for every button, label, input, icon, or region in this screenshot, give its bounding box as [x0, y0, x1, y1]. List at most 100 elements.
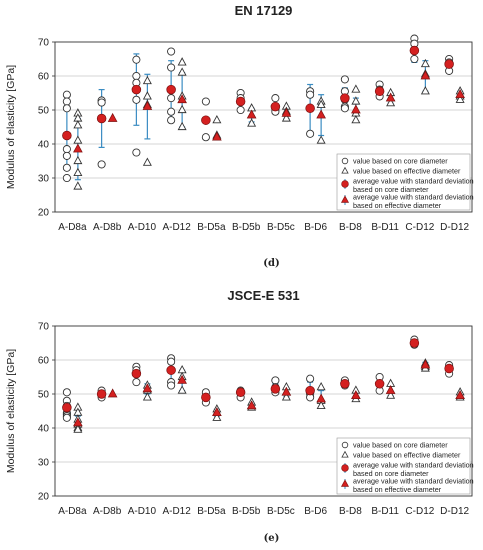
- point-effective: [73, 424, 83, 433]
- mean-effective: [73, 417, 83, 427]
- point-core: [167, 63, 176, 72]
- point-effective: [455, 94, 465, 103]
- plot-frame: [54, 41, 473, 213]
- mean-core: [166, 84, 176, 95]
- mean-core: [340, 93, 350, 103]
- panel-label: (e): [264, 533, 280, 544]
- point-core: [167, 357, 176, 366]
- point-core: [97, 160, 106, 169]
- point-core: [167, 47, 176, 56]
- point-effective: [73, 167, 83, 176]
- y-tick-label: 40: [38, 424, 50, 435]
- legend-line: average value with standard deviation: [353, 461, 474, 470]
- point-effective: [386, 390, 396, 399]
- legend-line: average value with standard deviation: [353, 477, 474, 486]
- point-core: [167, 116, 176, 125]
- mean-core: [270, 384, 281, 394]
- y-tick-label: 50: [38, 106, 50, 117]
- x-tick-label: A-D8b: [93, 506, 122, 517]
- mean-effective: [107, 388, 118, 398]
- mean-effective: [351, 104, 361, 114]
- point-effective: [386, 97, 396, 107]
- legend-entry: value based on core diameter: [353, 441, 448, 450]
- point-core: [306, 129, 315, 138]
- point-effective: [316, 99, 326, 108]
- mean-effective: [420, 70, 431, 80]
- point-effective: [316, 135, 326, 144]
- point-effective: [142, 392, 152, 401]
- point-effective: [177, 121, 187, 131]
- y-tick-label: 50: [38, 390, 50, 401]
- x-tick-label: B-D11: [371, 506, 399, 517]
- point-core: [271, 376, 280, 385]
- x-tick-label: A-D8a: [58, 222, 87, 233]
- y-tick-label: 20: [38, 492, 50, 503]
- mean-core: [305, 385, 315, 396]
- x-tick-label: B-D5c: [267, 506, 295, 517]
- legend-entry-wrapped: average value with standard deviation bas…: [353, 461, 474, 479]
- x-tick-label: C-D12: [405, 222, 434, 233]
- legend-line: based on core diameter: [353, 185, 429, 194]
- point-core: [167, 381, 176, 390]
- point-effective: [247, 118, 257, 127]
- point-effective: [212, 114, 222, 124]
- y-tick-label: 40: [38, 140, 50, 151]
- x-tick-label: B-D8: [339, 222, 362, 233]
- point-core: [97, 98, 106, 107]
- legend-marker-effective-mean: [340, 195, 350, 203]
- point-effective: [177, 57, 187, 66]
- mean-effective: [385, 385, 396, 394]
- mean-core: [131, 368, 142, 379]
- mean-core: [374, 86, 385, 97]
- mean-core: [444, 363, 454, 374]
- mean-core: [340, 379, 350, 389]
- point-core: [167, 107, 176, 116]
- mean-core: [201, 392, 211, 403]
- y-axis-label: Modulus of elasticity [GPa]: [5, 349, 17, 473]
- legend-entry: value based on core diameter: [353, 157, 448, 166]
- x-tick-label: A-D8b: [93, 222, 122, 233]
- point-effective: [351, 96, 361, 105]
- point-effective: [281, 113, 291, 122]
- point-core: [62, 97, 71, 106]
- mean-effective: [455, 390, 465, 400]
- point-core: [62, 173, 71, 183]
- point-effective: [142, 157, 152, 166]
- mean-core: [374, 379, 385, 389]
- mean-core: [270, 101, 281, 112]
- x-tick-label: B-D6: [304, 506, 327, 517]
- point-core: [62, 145, 71, 154]
- y-tick-label: 20: [38, 208, 50, 219]
- mean-effective: [455, 89, 465, 99]
- point-effective: [316, 381, 326, 391]
- point-effective: [316, 400, 326, 409]
- point-core: [340, 75, 349, 84]
- y-tick-label: 60: [38, 356, 50, 367]
- point-core: [306, 90, 315, 99]
- legend-line: average value with standard deviation: [353, 193, 474, 202]
- mean-effective: [316, 109, 326, 119]
- x-tick-label: C-D12: [405, 506, 434, 517]
- legend-line: based on effective diameter: [353, 201, 442, 210]
- point-core: [410, 54, 419, 64]
- legend-marker-effective: [341, 450, 349, 458]
- mean-core: [62, 402, 72, 413]
- point-core: [306, 374, 315, 383]
- point-effective: [351, 84, 361, 93]
- point-effective: [420, 86, 430, 95]
- point-core: [62, 90, 71, 99]
- mean-effective: [107, 112, 118, 122]
- mean-effective: [281, 386, 292, 396]
- point-effective: [212, 412, 222, 421]
- x-tick-label: B-D5b: [232, 506, 261, 517]
- mean-effective: [385, 92, 396, 102]
- mean-core: [235, 387, 246, 398]
- point-core: [62, 151, 71, 160]
- x-tick-label: B-D8: [339, 506, 362, 517]
- mean-effective: [420, 359, 431, 369]
- x-tick-label: A-D10: [128, 222, 157, 233]
- mean-effective: [281, 107, 292, 117]
- y-axis-label: Modulus of elasticity [GPa]: [5, 65, 17, 189]
- point-core: [132, 95, 141, 104]
